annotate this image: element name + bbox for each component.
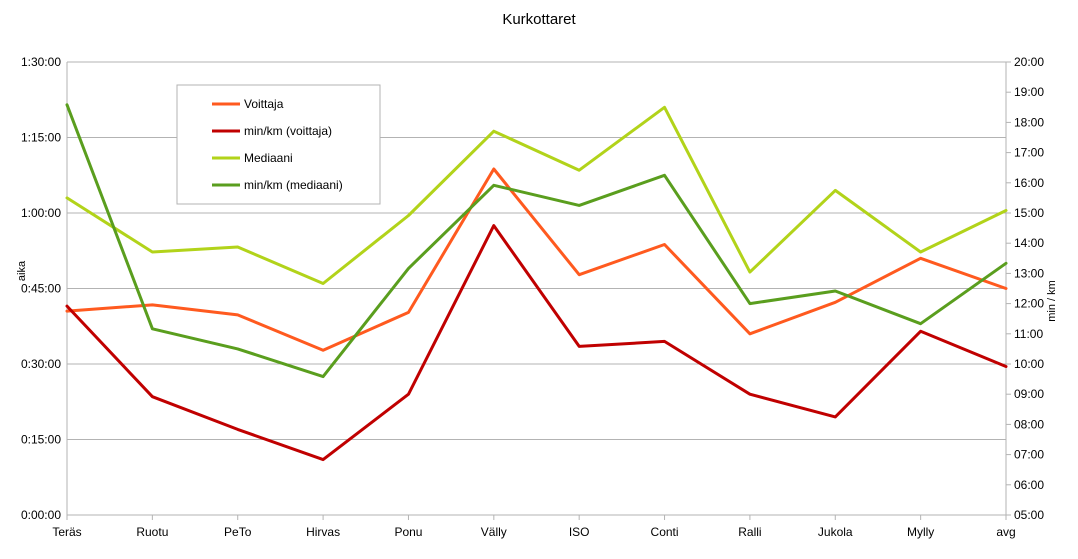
x-tick-label: Ponu xyxy=(394,525,422,539)
y2-tick-label: 16:00 xyxy=(1014,176,1044,190)
y2-tick-label: 09:00 xyxy=(1014,387,1044,401)
y2-axis-title: min / km xyxy=(1046,280,1058,322)
x-tick-label: Välly xyxy=(481,525,507,539)
y2-tick-label: 17:00 xyxy=(1014,146,1044,160)
x-tick-label: Ralli xyxy=(738,525,761,539)
y-tick-label: 1:15:00 xyxy=(21,131,61,145)
y2-tick-label: 19:00 xyxy=(1014,85,1044,99)
x-tick-label: PeTo xyxy=(224,525,252,539)
x-tick-label: Mylly xyxy=(907,525,934,539)
chart-title: Kurkottaret xyxy=(502,11,576,28)
x-tick-label: ISO xyxy=(569,525,590,539)
y-axis-title: aika xyxy=(16,260,28,281)
y2-tick-label: 14:00 xyxy=(1014,236,1044,250)
y-tick-label: 1:30:00 xyxy=(21,55,61,69)
legend-label: Mediaani xyxy=(244,151,293,165)
x-tick-label: Hirvas xyxy=(306,525,340,539)
series-line-3 xyxy=(65,103,1008,379)
y2-tick-label: 13:00 xyxy=(1014,266,1044,280)
legend-label: min/km (voittaja) xyxy=(244,124,332,138)
y2-tick-label: 12:00 xyxy=(1014,297,1044,311)
y2-tick-label: 05:00 xyxy=(1014,508,1044,522)
y2-tick-label: 20:00 xyxy=(1014,55,1044,69)
y2-tick-label: 10:00 xyxy=(1014,357,1044,371)
y-tick-label: 0:00:00 xyxy=(21,508,61,522)
series-line-1 xyxy=(65,224,1008,462)
y2-axis-ticks: 05:00 06:00 07:00 08:00 09:00 10:00 11:00 12:00… xyxy=(1006,55,1044,522)
x-tick-label: Conti xyxy=(651,525,679,539)
x-tick-label: Ruotu xyxy=(136,525,168,539)
y-tick-label: 1:00:00 xyxy=(21,206,61,220)
legend: Voittaja min/km (voittaja) Mediaani min/km … xyxy=(176,84,381,205)
y2-tick-label: 07:00 xyxy=(1014,448,1044,462)
y2-tick-label: 06:00 xyxy=(1014,478,1044,492)
y-tick-label: 0:45:00 xyxy=(21,282,61,296)
x-tick-label: Jukola xyxy=(818,525,853,539)
y2-tick-label: 08:00 xyxy=(1014,417,1044,431)
y2-tick-label: 11:00 xyxy=(1014,327,1043,341)
x-tick-label: avg xyxy=(996,525,1015,539)
series-lines xyxy=(65,103,1008,462)
series-line-2 xyxy=(65,105,1008,285)
legend-box xyxy=(176,84,381,205)
y-axis-ticks: 0:00:00 0:15:00 0:30:00 0:45:00 1:00:00 1:15:… xyxy=(21,55,61,522)
x-axis-ticks: Teräs Ruotu PeTo Hirvas Ponu Välly ISO Conti Ral… xyxy=(52,515,1016,539)
legend-label: min/km (mediaani) xyxy=(244,178,343,192)
legend-label: Voittaja xyxy=(244,97,284,111)
y-tick-label: 0:15:00 xyxy=(21,433,61,447)
x-tick-label: Teräs xyxy=(52,525,81,539)
y2-tick-label: 15:00 xyxy=(1014,206,1044,220)
y2-tick-label: 18:00 xyxy=(1014,115,1044,129)
y-tick-label: 0:30:00 xyxy=(21,357,61,371)
